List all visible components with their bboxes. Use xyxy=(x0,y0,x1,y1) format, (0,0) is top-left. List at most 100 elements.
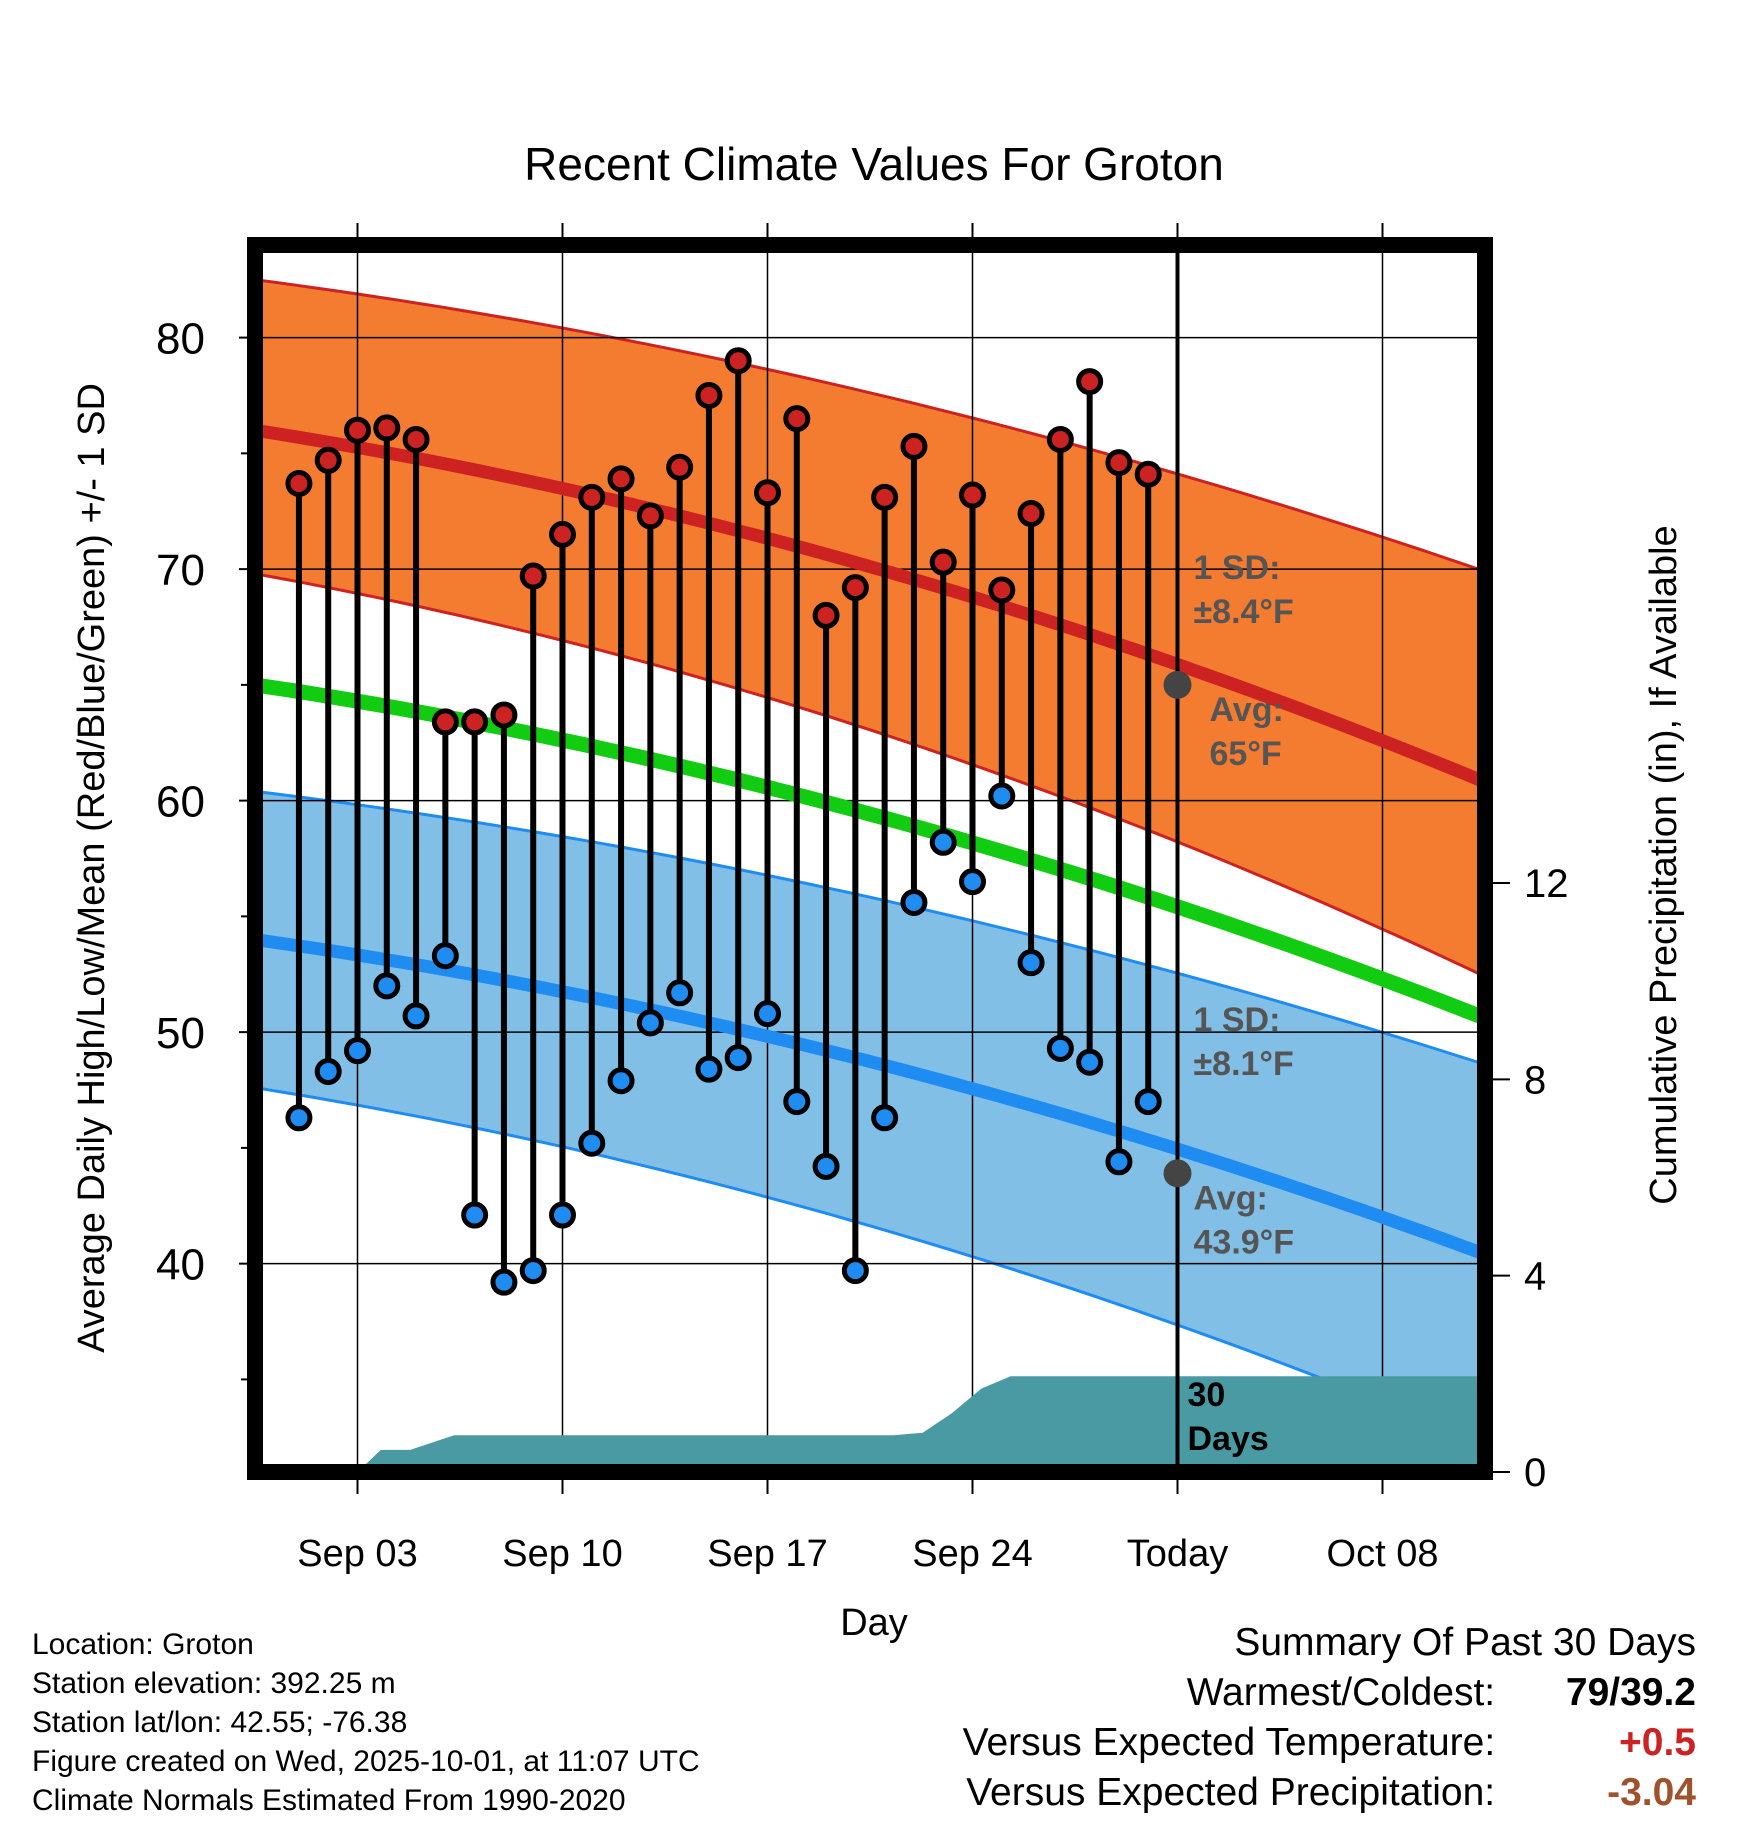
low-point-22 xyxy=(900,888,928,916)
high-point-6 xyxy=(431,708,459,736)
station-info: Location: Groton Station elevation: 392.… xyxy=(32,1625,700,1820)
low-point-12 xyxy=(607,1067,635,1095)
low-upper-edge xyxy=(254,789,1486,1066)
high-point-3 xyxy=(344,416,371,444)
y-tick-label-50: 50 xyxy=(156,1009,205,1058)
low-point-29 xyxy=(1105,1148,1133,1176)
high-point-25 xyxy=(988,576,1016,604)
high-point-13 xyxy=(636,502,664,530)
low-point-5 xyxy=(402,1002,430,1030)
high-point-21 xyxy=(871,483,899,511)
plot-area: 1 SD: ±8.4°F Avg: 65°F 1 SD: ±8.1°F Avg: 43.9°F… xyxy=(156,223,1569,1575)
mean-avg-line xyxy=(253,677,1488,1026)
y-tick-label-60: 60 xyxy=(156,778,205,827)
normals-text: Climate Normals Estimated From 1990-2020 xyxy=(32,1784,626,1817)
high-point-27 xyxy=(1046,425,1074,453)
summary-temp-row: Versus Expected Temperature: +0.5 xyxy=(963,1718,1696,1768)
low-point-7 xyxy=(461,1201,489,1229)
low-point-10 xyxy=(549,1201,576,1229)
x-tick-label-38: Oct 08 xyxy=(1327,1533,1439,1575)
high-lower-edge xyxy=(254,572,1486,978)
high-point-24 xyxy=(959,481,986,509)
today-low-avg-marker xyxy=(1163,1159,1192,1188)
x-tick-label-10: Sep 10 xyxy=(502,1533,622,1575)
low-point-1 xyxy=(285,1104,313,1132)
y2-tick-label-0: 0 xyxy=(1524,1451,1546,1495)
warmest-value: 79/39.2 xyxy=(1565,1671,1696,1714)
high-point-26 xyxy=(1017,500,1045,528)
today-days-annotation-line-2: Days xyxy=(1188,1420,1269,1458)
high-point-11 xyxy=(578,483,606,511)
low-point-14 xyxy=(666,979,694,1007)
x-tick-label-31: Today xyxy=(1127,1533,1228,1575)
summary-title: Summary Of Past 30 Days xyxy=(1234,1621,1696,1664)
low-sd-annotation-line-2: ±8.1°F xyxy=(1194,1045,1294,1083)
temp-value: +0.5 xyxy=(1619,1721,1696,1764)
low-point-3 xyxy=(344,1037,371,1065)
low-point-16 xyxy=(724,1044,752,1072)
high-point-16 xyxy=(724,347,752,375)
high-point-10 xyxy=(549,520,576,548)
precip-value: -3.04 xyxy=(1607,1771,1696,1814)
high-sd-annotation-line-1: 1 SD: xyxy=(1194,549,1281,587)
high-point-20 xyxy=(841,574,869,602)
low-point-23 xyxy=(929,828,957,856)
high-point-18 xyxy=(783,405,811,433)
low-point-19 xyxy=(812,1152,840,1180)
high-point-1 xyxy=(285,469,313,497)
y-tick-label-70: 70 xyxy=(156,546,205,595)
y-axis-label-left: Average Daily High/Low/Mean (Red/Blue/Gr… xyxy=(71,383,113,1353)
low-point-28 xyxy=(1076,1048,1104,1076)
y2-tick-label-8: 8 xyxy=(1524,1058,1546,1102)
temp-label: Versus Expected Temperature: xyxy=(962,1721,1496,1764)
low-point-24 xyxy=(959,868,986,896)
high-point-4 xyxy=(373,414,401,442)
x-tick-label-24: Sep 24 xyxy=(912,1533,1032,1575)
high-point-12 xyxy=(607,465,635,493)
x-tick-label-17: Sep 17 xyxy=(707,1533,827,1575)
high-point-22 xyxy=(900,432,928,460)
x-axis-label: Day xyxy=(840,1602,908,1644)
summary-warmest-row: Warmest/Coldest: 79/39.2 xyxy=(963,1668,1696,1718)
latlon-text: Station lat/lon: 42.55; -76.38 xyxy=(32,1706,408,1739)
low-point-2 xyxy=(314,1057,342,1085)
y2-tick-label-12: 12 xyxy=(1524,862,1569,906)
precip-area xyxy=(255,1376,1485,1472)
low-point-20 xyxy=(841,1257,869,1285)
low-point-13 xyxy=(636,1009,664,1037)
high-point-5 xyxy=(402,425,430,453)
low-point-6 xyxy=(431,942,459,970)
y2-tick-label-4: 4 xyxy=(1524,1255,1546,1299)
warmest-label: Warmest/Coldest: xyxy=(1186,1671,1496,1714)
low-point-25 xyxy=(988,782,1016,810)
low-avg-annotation-line-2: 43.9°F xyxy=(1194,1223,1295,1261)
low-point-11 xyxy=(578,1129,606,1157)
y-axis-label-right: Cumulative Precipitation (in), If Availa… xyxy=(1643,525,1685,1204)
high-point-14 xyxy=(666,453,694,481)
low-point-18 xyxy=(783,1088,811,1116)
low-sd-annotation-line-1: 1 SD: xyxy=(1194,1001,1281,1039)
high-point-15 xyxy=(695,381,723,409)
summary-panel: Summary Of Past 30 Days Warmest/Coldest:… xyxy=(963,1618,1696,1818)
low-avg-line xyxy=(254,933,1488,1261)
chart-title: Recent Climate Values For Groton xyxy=(524,138,1224,190)
high-point-7 xyxy=(461,708,489,736)
high-avg-annotation-line-2: 65°F xyxy=(1210,735,1282,773)
high-point-8 xyxy=(490,701,518,729)
plot-frame xyxy=(247,237,1493,1480)
high-point-17 xyxy=(754,479,781,507)
created-text: Figure created on Wed, 2025-10-01, at 11… xyxy=(32,1745,700,1778)
high-point-23 xyxy=(929,548,957,576)
low-point-27 xyxy=(1046,1034,1074,1062)
low-avg-annotation-line-1: Avg: xyxy=(1194,1179,1268,1217)
low-point-21 xyxy=(871,1104,899,1132)
high-point-29 xyxy=(1105,449,1133,477)
y-tick-label-80: 80 xyxy=(156,315,205,364)
location-text: Location: Groton xyxy=(32,1628,254,1661)
x-tick-label-3: Sep 03 xyxy=(297,1533,417,1575)
summary-precip-row: Versus Expected Precipitation: -3.04 xyxy=(963,1768,1696,1818)
low-point-4 xyxy=(373,972,401,1000)
high-point-30 xyxy=(1134,460,1162,488)
today-days-annotation-line-1: 30 xyxy=(1188,1376,1226,1414)
